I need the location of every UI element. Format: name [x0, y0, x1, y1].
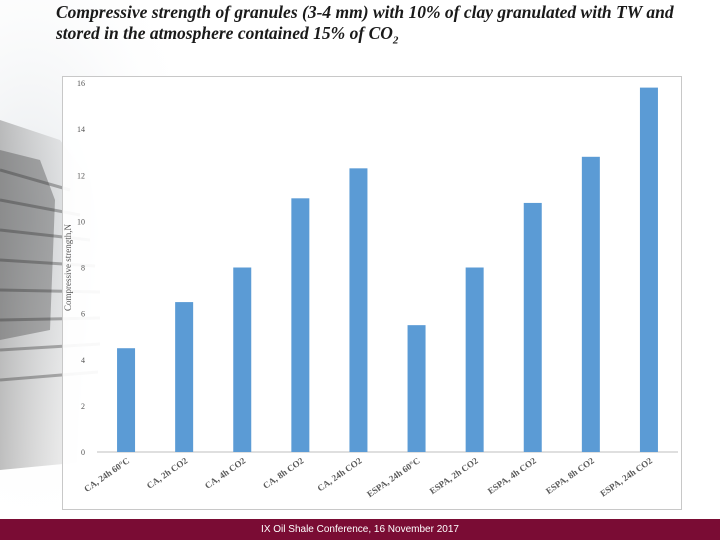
bar [465, 267, 484, 452]
y-axis-label: Compressive strength,N [63, 224, 73, 311]
y-tick-label: 8 [81, 264, 85, 273]
bar [175, 302, 194, 452]
y-tick-label: 14 [77, 125, 85, 134]
x-tick-label: ESPA, 24h 60°C [365, 455, 422, 499]
x-tick-label: CA, 8h CO2 [261, 455, 306, 491]
bar [117, 348, 136, 452]
bar [407, 325, 426, 452]
x-tick-label: CA, 24h CO2 [315, 455, 364, 493]
footer-text: IX Oil Shale Conference, 16 November 201… [261, 524, 459, 535]
y-tick-label: 16 [77, 79, 85, 88]
bar [233, 267, 252, 452]
slide-title-main: Compressive strength of granules (3-4 mm… [56, 2, 674, 43]
x-tick-label: ESPA, 4h CO2 [486, 455, 539, 496]
y-tick-label: 2 [81, 402, 85, 411]
x-tick-label: ESPA, 24h CO2 [598, 455, 654, 499]
footer-bar: IX Oil Shale Conference, 16 November 201… [0, 519, 720, 540]
x-tick-label: ESPA, 8h CO2 [544, 455, 597, 496]
y-tick-label: 0 [81, 448, 85, 457]
slide-title-subscript: 2 [392, 34, 399, 47]
y-tick-label: 12 [77, 171, 85, 180]
bar [291, 198, 310, 452]
bar [639, 87, 658, 453]
y-tick-label: 10 [77, 217, 85, 226]
bar [349, 168, 368, 453]
slide-title: Compressive strength of granules (3-4 mm… [56, 2, 696, 52]
x-tick-label: CA, 2h CO2 [145, 455, 190, 491]
y-tick-label: 6 [81, 310, 85, 319]
bar [581, 156, 600, 453]
x-tick-label: CA, 24h 60°C [82, 455, 131, 494]
x-tick-label: CA, 4h CO2 [203, 455, 248, 491]
x-tick-label: ESPA, 2h CO2 [428, 455, 481, 496]
y-tick-label: 4 [81, 356, 85, 365]
bar [523, 202, 542, 452]
chart-area [62, 76, 682, 510]
